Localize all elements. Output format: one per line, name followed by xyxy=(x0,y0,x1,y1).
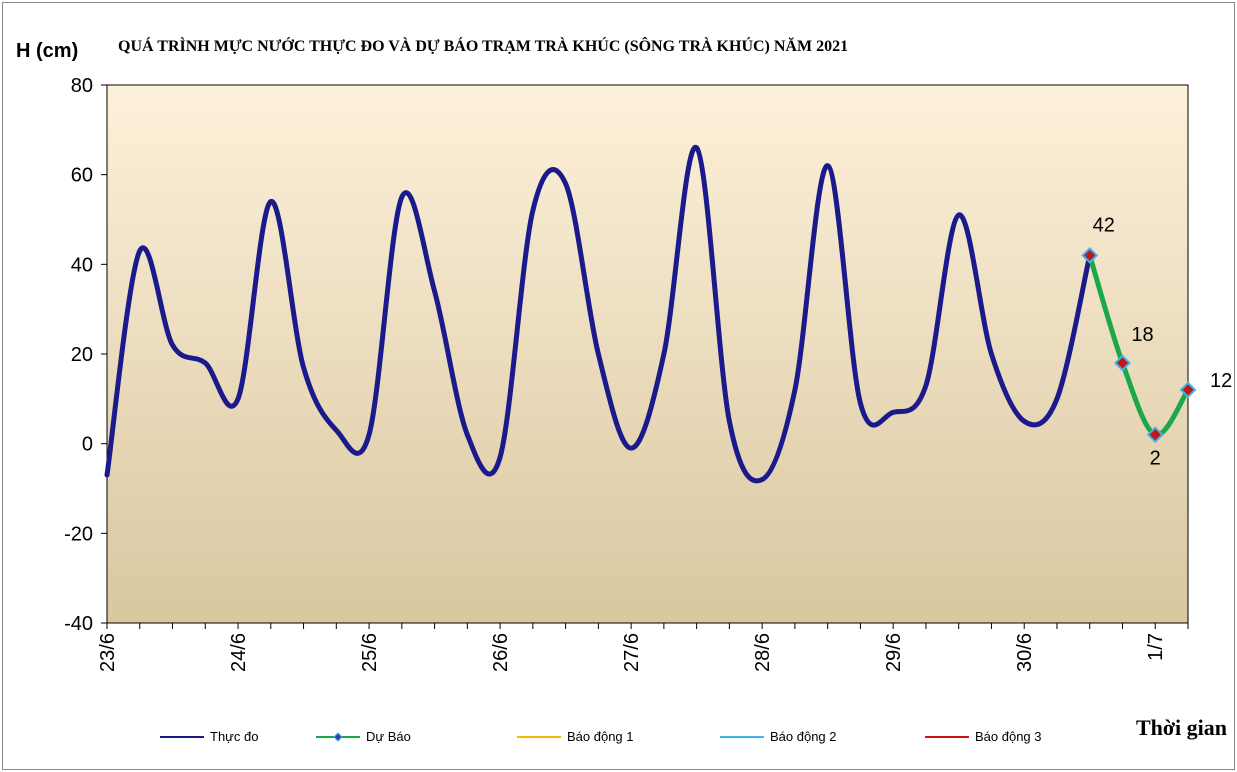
forecast-data-label: 12 xyxy=(1210,370,1232,392)
forecast-series-line xyxy=(1087,252,1191,438)
x-ticks: 23/6 24/6 25/6 26/6 27/6 28/6 29/6 30/6 1/7 xyxy=(97,623,1189,672)
x-tick-label: 29/6 xyxy=(883,633,905,672)
y-tick-label: -40 xyxy=(64,613,93,635)
legend-label-alarm2: Báo động 2 xyxy=(770,729,837,744)
x-tick-label: 1/7 xyxy=(1145,633,1167,661)
y-ticks: 80 60 40 20 0 -20 -40 xyxy=(64,75,107,635)
chart-title: QUÁ TRÌNH MỰC NƯỚC THỰC ĐO VÀ DỰ BÁO TRẠ… xyxy=(118,36,848,55)
legend: Thực đo Dự Báo Báo động 1 Báo động 2 Báo độn… xyxy=(160,729,1042,744)
forecast-point xyxy=(1114,354,1131,372)
forecast-point xyxy=(1081,246,1099,264)
forecast-point xyxy=(1179,381,1197,399)
series-layer xyxy=(104,145,1191,484)
observed-series-line xyxy=(104,145,1093,484)
y-tick-label: -20 xyxy=(64,523,93,545)
y-tick-label: 80 xyxy=(71,75,93,97)
legend-marker xyxy=(333,732,343,742)
x-tick-label: 28/6 xyxy=(752,633,774,672)
legend-label-alarm3: Báo động 3 xyxy=(975,729,1042,744)
forecast-markers xyxy=(1081,246,1197,444)
forecast-data-label: 42 xyxy=(1093,214,1115,236)
legend-label-alarm1: Báo động 1 xyxy=(567,729,634,744)
forecast-data-label: 2 xyxy=(1150,448,1161,470)
plot-area xyxy=(106,84,1189,624)
y-tick-label: 20 xyxy=(71,344,93,366)
data-labels: 42 18 2 12 xyxy=(1093,214,1233,469)
y-tick-label: 0 xyxy=(82,434,93,456)
forecast-data-label: 18 xyxy=(1131,324,1153,346)
y-axis-label: H (cm) xyxy=(16,40,78,62)
legend-label-forecast: Dự Báo xyxy=(366,729,411,744)
x-tick-label: 26/6 xyxy=(490,633,512,672)
legend-label-observed: Thực đo xyxy=(210,729,258,744)
y-tick-label: 40 xyxy=(71,254,93,276)
x-tick-label: 24/6 xyxy=(228,633,250,672)
x-tick-label: 27/6 xyxy=(621,633,643,672)
x-tick-label: 25/6 xyxy=(359,633,381,672)
x-tick-label: 23/6 xyxy=(97,633,119,672)
x-axis-label: Thời gian xyxy=(1136,715,1227,740)
x-tick-label: 30/6 xyxy=(1014,633,1036,672)
y-tick-label: 60 xyxy=(71,165,93,187)
forecast-point xyxy=(1146,426,1164,444)
